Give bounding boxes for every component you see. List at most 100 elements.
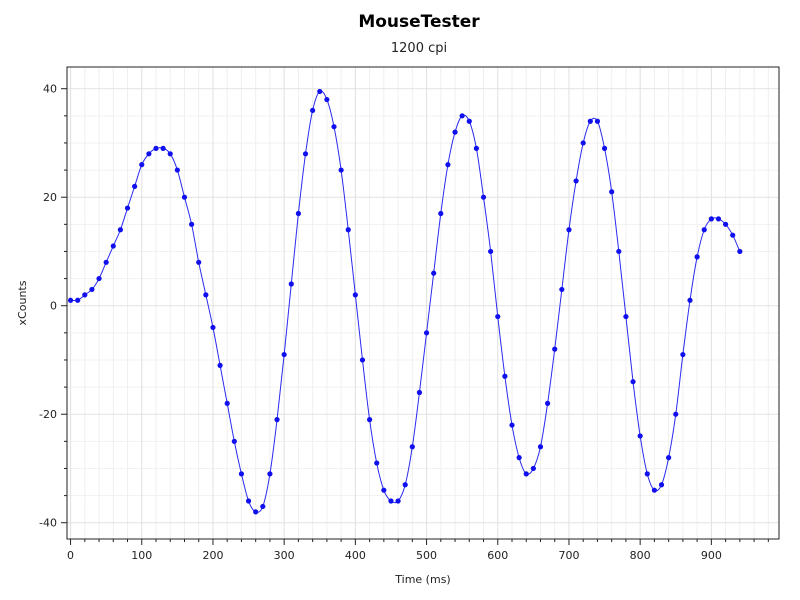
data-point (231, 438, 237, 444)
data-point (75, 297, 81, 303)
data-point (153, 145, 159, 151)
x-tick-label: 300 (274, 549, 295, 562)
data-point (644, 471, 650, 477)
data-point (530, 465, 536, 472)
data-point (110, 243, 116, 249)
data-point (502, 373, 508, 379)
data-point (723, 221, 729, 227)
data-point (167, 151, 173, 157)
data-point (416, 389, 423, 396)
data-point (310, 107, 316, 114)
y-tick-label: 40 (43, 83, 57, 96)
data-point (388, 498, 394, 504)
data-point (609, 189, 615, 195)
data-point (103, 259, 109, 265)
data-point (616, 248, 622, 255)
data-point (374, 460, 380, 466)
data-point (160, 145, 166, 151)
data-point (523, 471, 529, 477)
data-point (324, 96, 330, 103)
data-point (146, 151, 152, 157)
data-point (288, 281, 294, 287)
data-point (338, 167, 344, 173)
data-point (302, 151, 309, 157)
data-point (402, 482, 408, 488)
data-point (573, 178, 579, 184)
data-point (566, 227, 572, 233)
data-point (708, 216, 714, 222)
data-point (459, 113, 465, 119)
data-point (637, 433, 643, 439)
data-point (352, 292, 358, 298)
data-point (423, 330, 430, 336)
chart-subtitle: 1200 cpi (391, 41, 447, 56)
data-point (730, 232, 736, 238)
data-point (139, 162, 145, 168)
data-point (67, 297, 74, 303)
data-point (117, 227, 123, 233)
data-point (651, 487, 658, 493)
plot-area (66, 66, 780, 540)
data-point (509, 422, 515, 428)
chart-title: MouseTester (358, 12, 480, 32)
x-tick-label: 400 (345, 549, 366, 562)
data-point (189, 221, 195, 227)
data-point (196, 259, 202, 265)
data-point (601, 145, 608, 151)
x-tick-label: 800 (630, 549, 651, 562)
data-point (694, 254, 700, 260)
data-point (452, 129, 458, 135)
data-point (445, 162, 451, 168)
data-point (701, 227, 707, 233)
y-tick-label: -20 (39, 408, 57, 421)
data-point (630, 379, 636, 385)
data-point (587, 118, 593, 124)
data-point (580, 140, 586, 146)
data-point (537, 444, 544, 450)
data-point (438, 210, 444, 217)
x-tick-label: 200 (202, 549, 223, 562)
x-tick-label: 0 (67, 549, 74, 562)
data-point (552, 346, 558, 352)
data-point (132, 183, 138, 189)
data-point (466, 118, 472, 124)
data-point (217, 362, 223, 368)
x-tick-label: 600 (487, 549, 508, 562)
data-point (395, 498, 401, 504)
data-point (545, 400, 551, 406)
data-point (224, 400, 230, 406)
y-tick-label: -40 (39, 517, 57, 530)
data-point (623, 313, 629, 320)
data-point (181, 194, 188, 200)
x-tick-label: 700 (558, 549, 579, 562)
data-point (480, 194, 487, 200)
data-points (67, 88, 743, 515)
x-tick-label: 100 (131, 549, 152, 562)
data-point (658, 482, 665, 488)
data-point (687, 297, 693, 303)
data-point (495, 313, 501, 320)
data-point (253, 509, 259, 515)
x-tick-label: 500 (416, 549, 437, 562)
data-point (594, 118, 601, 124)
data-point (82, 292, 88, 298)
grid (67, 67, 779, 539)
data-point (409, 444, 415, 450)
x-axis-label: Time (ms) (394, 573, 450, 586)
data-point (345, 227, 351, 233)
data-point (210, 324, 216, 331)
data-point (89, 286, 95, 293)
data-point (737, 248, 743, 255)
data-point (274, 417, 280, 423)
data-point (367, 417, 373, 423)
data-point (559, 286, 565, 293)
data-point (715, 216, 722, 222)
data-point (245, 498, 252, 504)
y-axis-label: xCounts (16, 280, 29, 325)
data-point (238, 471, 245, 477)
y-tick-label: 0 (50, 300, 57, 313)
data-point (331, 124, 337, 130)
data-point (673, 411, 679, 417)
data-point (281, 351, 287, 358)
